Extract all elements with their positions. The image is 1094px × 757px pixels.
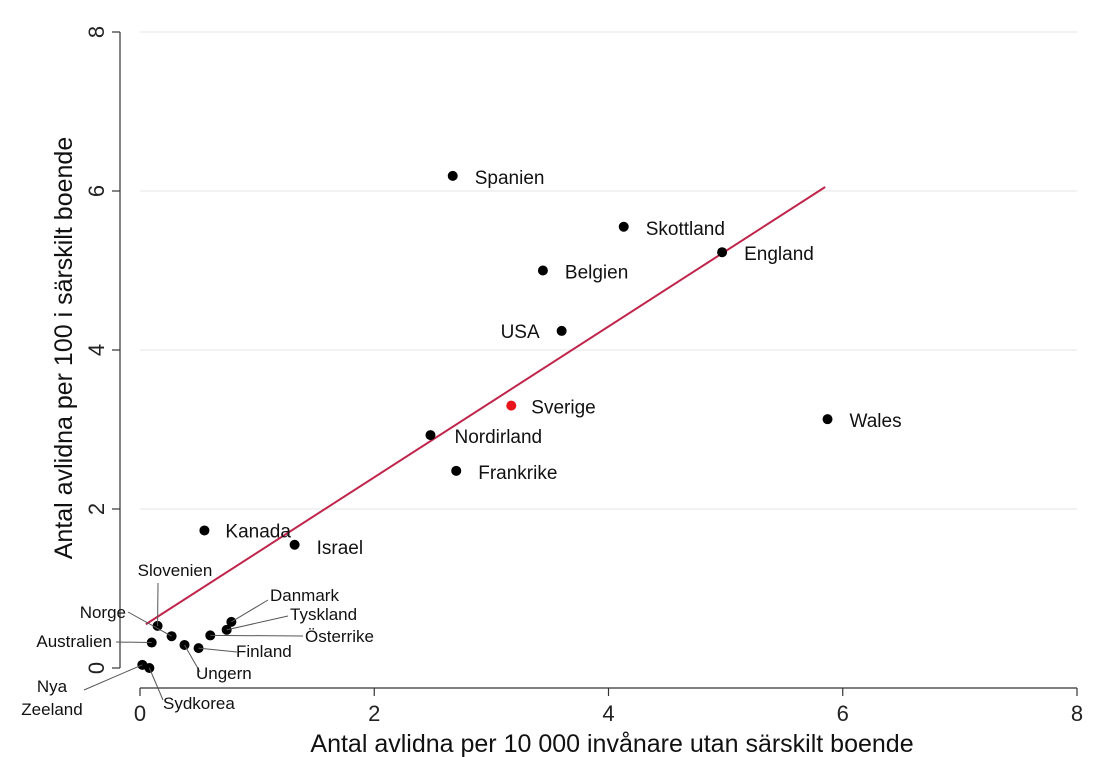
label-kanada: Kanada bbox=[225, 521, 291, 542]
leader-finland bbox=[198, 647, 238, 653]
points bbox=[137, 170, 833, 673]
label-england: England bbox=[744, 244, 814, 265]
fit-line bbox=[145, 186, 826, 626]
point-spanien bbox=[447, 170, 458, 181]
y-tick-label-8: 8 bbox=[84, 26, 109, 38]
leader-ungern bbox=[184, 644, 201, 673]
leader-nya-zeeland bbox=[83, 664, 143, 691]
label-ungern: Ungern bbox=[196, 664, 252, 683]
leader-österrike bbox=[210, 634, 304, 637]
x-tick-label-8: 8 bbox=[1071, 701, 1083, 726]
leader-norge bbox=[127, 611, 172, 637]
point-sverige bbox=[506, 400, 517, 411]
y-tick-label-4: 4 bbox=[84, 344, 109, 356]
fit-line-group bbox=[145, 186, 826, 626]
leader-sydkorea bbox=[148, 667, 164, 701]
point-england bbox=[717, 247, 728, 258]
label-israel: Israel bbox=[317, 538, 363, 559]
point-skottland bbox=[618, 221, 629, 232]
label-australien: Australien bbox=[36, 632, 112, 651]
point-nordirland bbox=[425, 430, 436, 441]
point-usa bbox=[556, 325, 567, 336]
y-tick-label-6: 6 bbox=[84, 185, 109, 197]
leader-tyskland bbox=[226, 615, 289, 631]
label-slovenien: Slovenien bbox=[138, 561, 213, 580]
label-nya-zeeland: Nya Zeeland bbox=[21, 677, 82, 719]
x-axis-title: Antal avlidna per 10 000 invånare utan s… bbox=[310, 730, 913, 757]
x-tick-label-6: 6 bbox=[837, 701, 849, 726]
label-spanien: Spanien bbox=[475, 168, 545, 189]
label-belgien: Belgien bbox=[565, 263, 628, 284]
label-nordirland: Nordirland bbox=[454, 427, 542, 448]
label-sydkorea: Sydkorea bbox=[163, 694, 235, 713]
point-wales bbox=[822, 414, 833, 425]
label-skottland: Skottland bbox=[646, 219, 725, 240]
point-israel bbox=[289, 539, 300, 550]
point-kanada bbox=[199, 525, 210, 536]
label-usa: USA bbox=[501, 322, 540, 343]
x-tick-label-4: 4 bbox=[602, 701, 614, 726]
point-labels: Spanien Skottland England Belgien USA Sverige… bbox=[21, 168, 901, 719]
y-tick-label-0: 0 bbox=[84, 662, 109, 674]
label-wales: Wales bbox=[850, 411, 902, 432]
label-finland: Finland bbox=[236, 642, 292, 661]
label-frankrike: Frankrike bbox=[478, 463, 557, 484]
x-tick-label-0: 0 bbox=[134, 701, 146, 726]
label-österrike: Österrike bbox=[305, 627, 374, 646]
axes: 0 2 4 6 8 0 2 4 6 8 bbox=[84, 26, 1083, 726]
label-danmark: Danmark bbox=[270, 586, 339, 605]
y-axis-title: Antal avlidna per 100 i särskilt boende bbox=[50, 137, 78, 560]
leader-australien bbox=[115, 641, 152, 644]
point-belgien bbox=[537, 265, 548, 276]
leader-danmark bbox=[231, 599, 269, 623]
point-frankrike bbox=[451, 465, 462, 476]
label-tyskland: Tyskland bbox=[290, 605, 357, 624]
y-tick-label-2: 2 bbox=[84, 503, 109, 515]
x-tick-label-2: 2 bbox=[368, 701, 380, 726]
grid bbox=[140, 31, 1077, 510]
label-sverige: Sverige bbox=[531, 398, 595, 419]
label-norge: Norge bbox=[80, 603, 126, 622]
